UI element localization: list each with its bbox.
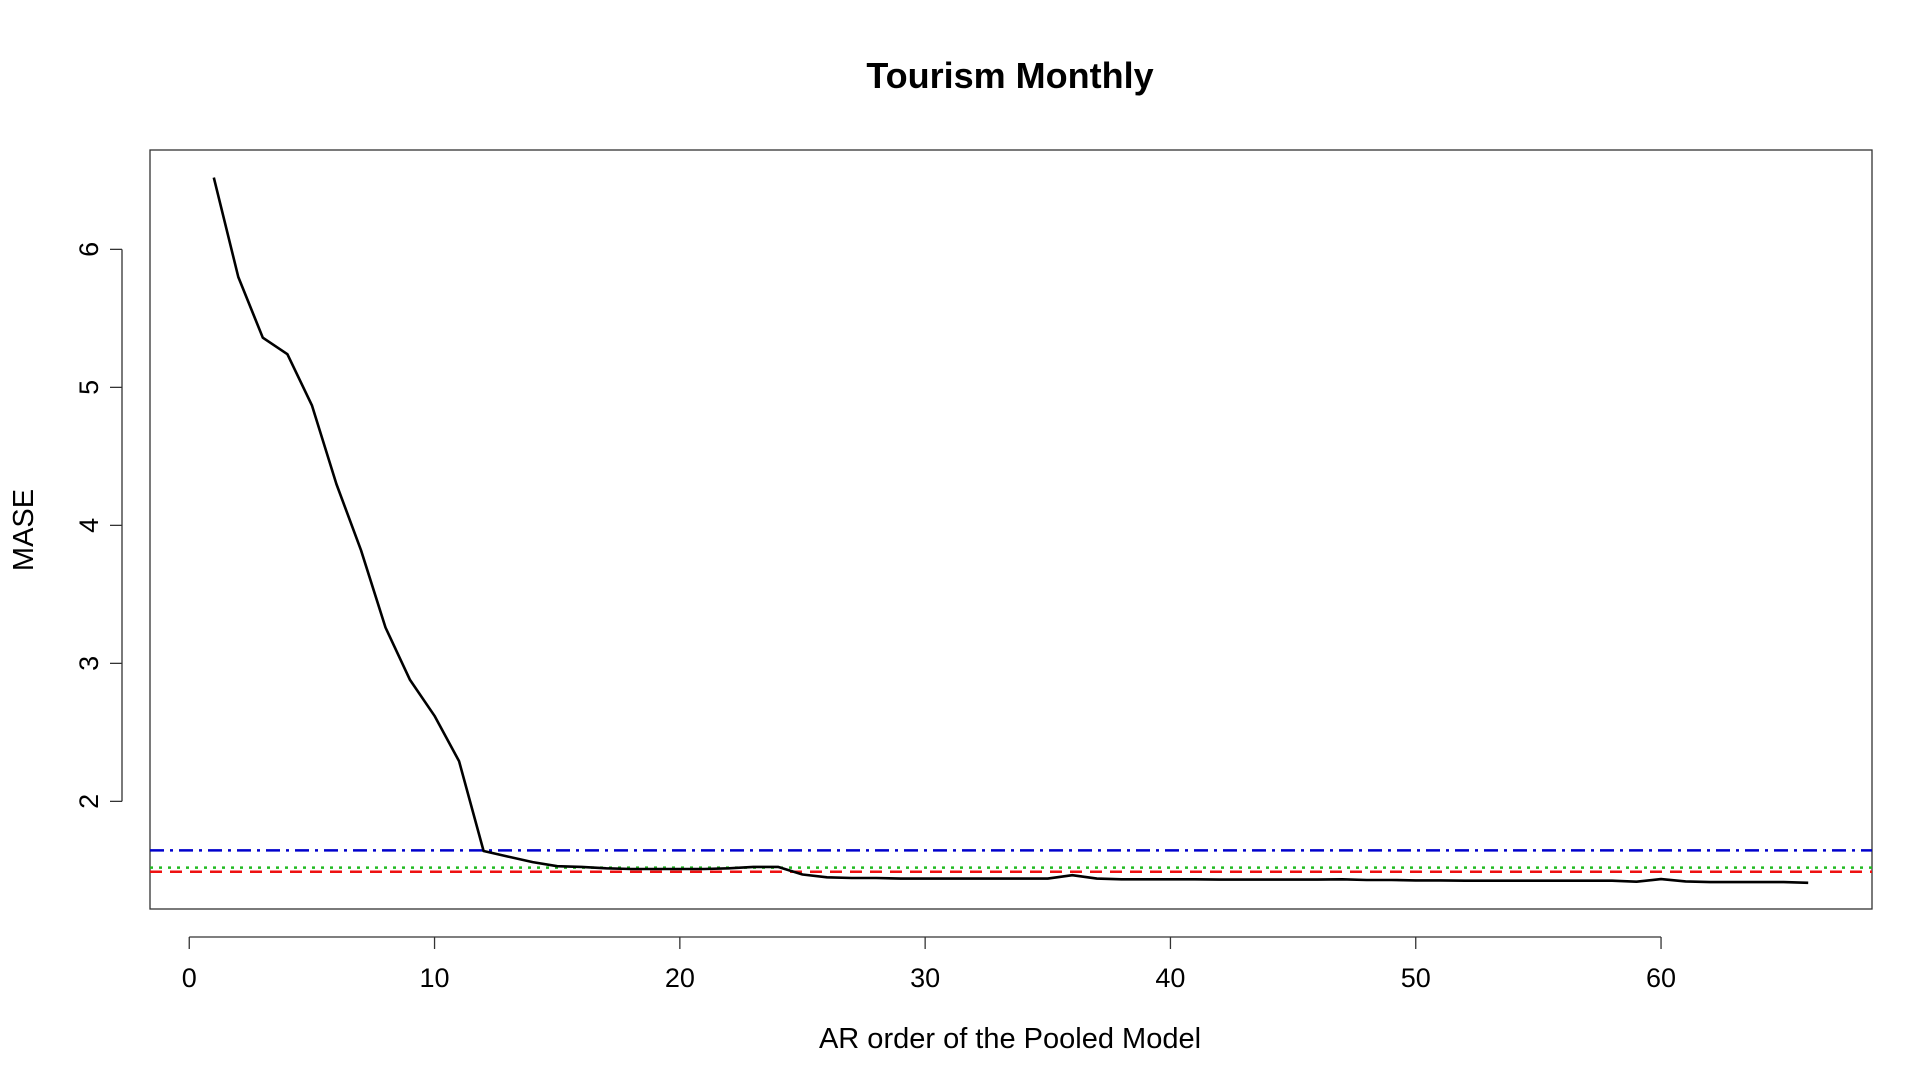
x-tick-label: 20 (665, 963, 695, 993)
series-line-1 (212, 177, 1809, 885)
y-tick-label: 3 (74, 656, 104, 671)
y-axis: 2 3 4 5 6 (74, 242, 123, 809)
x-tick-label: 30 (910, 963, 940, 993)
x-axis-label: AR order of the Pooled Model (819, 1023, 1201, 1055)
series-group (212, 177, 1809, 885)
y-tick-label: 4 (74, 518, 104, 533)
x-tick-label: 40 (1155, 963, 1185, 993)
reference-lines (150, 849, 1872, 873)
x-axis: 0 10 20 30 40 50 60 (182, 936, 1676, 993)
x-tick-label: 0 (182, 963, 197, 993)
y-tick-label: 2 (74, 794, 104, 809)
y-tick-label: 5 (74, 380, 104, 395)
chart-title: Tourism Monthly (866, 55, 1153, 96)
y-tick-label: 6 (74, 242, 104, 257)
x-tick-label: 10 (420, 963, 450, 993)
x-tick-label: 50 (1401, 963, 1431, 993)
x-tick-label: 60 (1646, 963, 1676, 993)
y-axis-label: MASE (8, 489, 40, 571)
plot-frame (149, 149, 1873, 910)
